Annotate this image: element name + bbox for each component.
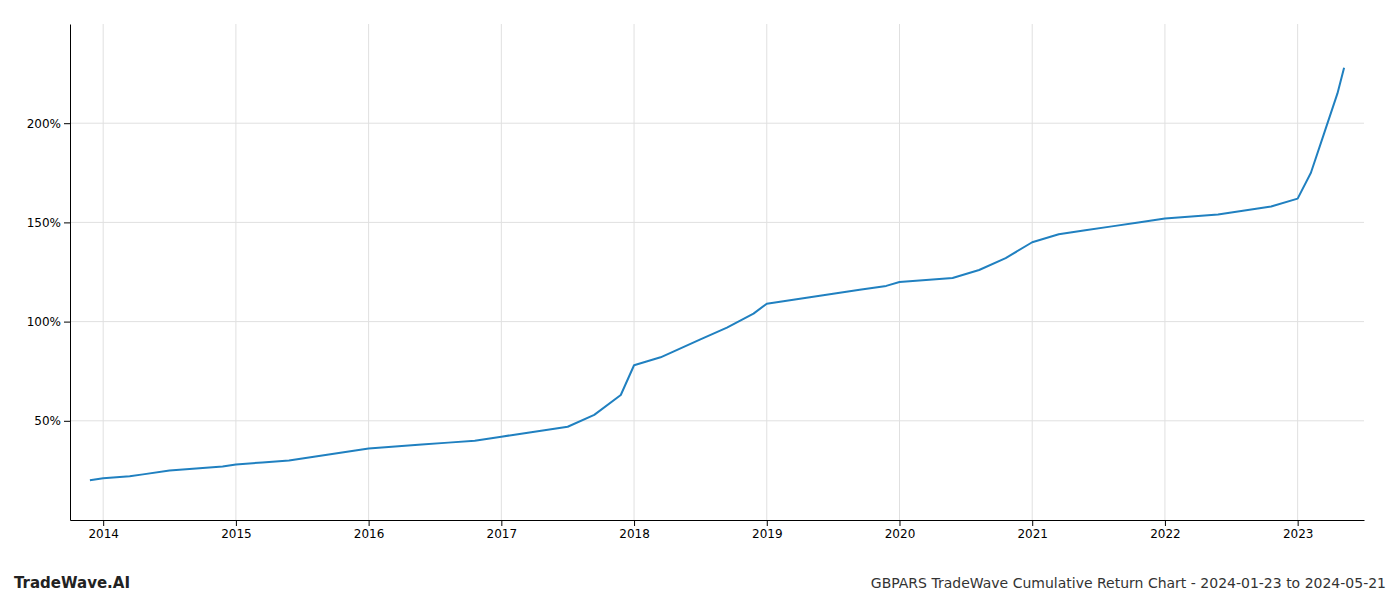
tick-mark	[64, 222, 70, 223]
tick-label: 50%	[34, 414, 61, 428]
y-axis: 50% 100% 150% 200%	[27, 25, 71, 521]
x-tick: 2017	[487, 520, 518, 541]
title: GBPARS TradeWave Cumulative Return Chart…	[871, 575, 1386, 591]
x-tick: 2023	[1283, 520, 1314, 541]
grid-line	[70, 123, 1364, 124]
tick-label: 2019	[752, 527, 783, 541]
grid-line	[103, 24, 104, 520]
y-tick: 200%	[27, 117, 70, 131]
tick-mark	[1298, 520, 1299, 526]
tick-label: 2023	[1283, 527, 1314, 541]
grid-line	[368, 24, 369, 520]
tick-mark	[1165, 520, 1166, 526]
tick-mark	[64, 421, 70, 422]
tick-label: 2016	[354, 527, 385, 541]
y-tick: 150%	[27, 216, 70, 230]
tick-label: 2014	[88, 527, 119, 541]
tick-label: 2020	[885, 527, 916, 541]
y-tick: 50%	[34, 414, 70, 428]
x-tick: 2022	[1150, 520, 1181, 541]
grid-line	[766, 24, 767, 520]
grid-line	[70, 222, 1364, 223]
tick-mark	[64, 322, 70, 323]
x-tick: 2018	[619, 520, 650, 541]
tick-label: 200%	[27, 117, 61, 131]
grid-line	[235, 24, 236, 520]
tick-label: 2021	[1017, 527, 1048, 541]
tick-mark	[103, 520, 104, 526]
x-tick: 2020	[885, 520, 916, 541]
tick-label: 2017	[487, 527, 518, 541]
axis-line	[71, 520, 1365, 521]
tick-label: 150%	[27, 216, 61, 230]
watermark: TradeWave.AI	[14, 574, 130, 592]
grid-line	[501, 24, 502, 520]
grid-line	[70, 420, 1364, 421]
axis-line	[70, 25, 71, 521]
x-tick: 2014	[88, 520, 119, 541]
grid-line	[1297, 24, 1298, 520]
grid	[70, 24, 1364, 520]
x-tick: 2016	[354, 520, 385, 541]
grid-line	[899, 24, 900, 520]
x-tick: 2015	[221, 520, 252, 541]
tick-mark	[634, 520, 635, 526]
x-tick: 2019	[752, 520, 783, 541]
grid-line	[70, 321, 1364, 322]
tick-mark	[236, 520, 237, 526]
x-tick: 2021	[1017, 520, 1048, 541]
tick-mark	[369, 520, 370, 526]
marks	[90, 68, 1344, 481]
tick-label: 2015	[221, 527, 252, 541]
grid-line	[1164, 24, 1165, 520]
plot-area: 2014 2015 2016 2017 2018 2019 2020 2021 2022 2023…	[27, 24, 1365, 541]
tick-label: 2018	[619, 527, 650, 541]
x-axis: 2014 2015 2016 2017 2018 2019 2020 2021 2022 2023	[71, 520, 1365, 541]
tick-mark	[501, 520, 502, 526]
tick-label: 100%	[27, 315, 61, 329]
tick-mark	[899, 520, 900, 526]
tick-label: 2022	[1150, 527, 1181, 541]
tick-mark	[767, 520, 768, 526]
grid-line	[634, 24, 635, 520]
chart: 2014 2015 2016 2017 2018 2019 2020 2021 2022 2023…	[0, 0, 1400, 600]
tick-mark	[1032, 520, 1033, 526]
y-tick: 100%	[27, 315, 70, 329]
grid-line	[1032, 24, 1033, 520]
line	[90, 68, 1344, 481]
tick-mark	[64, 123, 70, 124]
